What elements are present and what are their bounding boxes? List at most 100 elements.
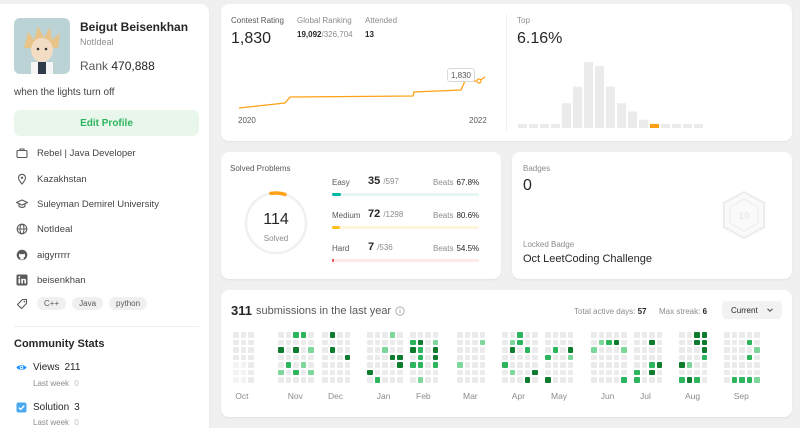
heatmap-cell[interactable] [329, 377, 335, 383]
heatmap-cell[interactable] [621, 332, 627, 338]
heatmap-cell[interactable] [374, 354, 380, 360]
heatmap-cell[interactable] [479, 362, 485, 368]
heatmap-cell[interactable] [374, 332, 380, 338]
heatmap-cell[interactable] [686, 339, 692, 345]
heatmap-cell[interactable] [649, 369, 655, 375]
heatmap-cell[interactable] [524, 377, 530, 383]
heatmap-cell[interactable] [300, 332, 306, 338]
heatmap-cell[interactable] [739, 354, 745, 360]
heatmap-cell[interactable] [417, 362, 423, 368]
year-select[interactable]: Current [722, 301, 782, 319]
heatmap-cell[interactable] [432, 339, 438, 345]
heatmap-cell[interactable] [701, 332, 707, 338]
top-bar[interactable] [518, 123, 527, 128]
heatmap-cell[interactable] [634, 354, 640, 360]
heatmap-cell[interactable] [337, 369, 343, 375]
heatmap-cell[interactable] [417, 347, 423, 353]
heatmap-cell[interactable] [634, 377, 640, 383]
heatmap-cell[interactable] [701, 347, 707, 353]
heatmap-cell[interactable] [464, 362, 470, 368]
heatmap-cell[interactable] [457, 362, 463, 368]
heatmap-cell[interactable] [598, 332, 604, 338]
heatmap-cell[interactable] [731, 377, 737, 383]
heatmap-cell[interactable] [233, 377, 239, 383]
heatmap-cell[interactable] [248, 369, 254, 375]
heatmap-cell[interactable] [532, 377, 538, 383]
heatmap-cell[interactable] [322, 354, 328, 360]
heatmap-cell[interactable] [464, 339, 470, 345]
heatmap-cell[interactable] [329, 354, 335, 360]
heatmap-cell[interactable] [472, 354, 478, 360]
top-bar[interactable] [694, 123, 703, 128]
info-linkedin[interactable]: beisenkhan [16, 274, 86, 286]
heatmap-cell[interactable] [240, 347, 246, 353]
heatmap-cell[interactable] [329, 362, 335, 368]
heatmap-cell[interactable] [552, 362, 558, 368]
heatmap-cell[interactable] [656, 347, 662, 353]
heatmap-cell[interactable] [308, 362, 314, 368]
heatmap-cell[interactable] [329, 347, 335, 353]
heatmap-cell[interactable] [248, 332, 254, 338]
heatmap-cell[interactable] [746, 362, 752, 368]
heatmap-cell[interactable] [285, 332, 291, 338]
heatmap-cell[interactable] [285, 354, 291, 360]
heatmap-cell[interactable] [502, 362, 508, 368]
heatmap-cell[interactable] [432, 354, 438, 360]
heatmap-cell[interactable] [374, 362, 380, 368]
heatmap-cell[interactable] [679, 332, 685, 338]
heatmap-cell[interactable] [552, 347, 558, 353]
heatmap-cell[interactable] [472, 339, 478, 345]
heatmap-cell[interactable] [724, 354, 730, 360]
heatmap-cell[interactable] [410, 369, 416, 375]
heatmap-cell[interactable] [337, 377, 343, 383]
heatmap-cell[interactable] [739, 362, 745, 368]
heatmap-cell[interactable] [739, 332, 745, 338]
heatmap-cell[interactable] [479, 347, 485, 353]
top-bar[interactable] [606, 86, 615, 128]
heatmap-cell[interactable] [621, 339, 627, 345]
heatmap-cell[interactable] [389, 377, 395, 383]
heatmap-cell[interactable] [502, 354, 508, 360]
heatmap-cell[interactable] [560, 332, 566, 338]
heatmap-cell[interactable] [567, 377, 573, 383]
heatmap-cell[interactable] [233, 362, 239, 368]
heatmap-cell[interactable] [367, 339, 373, 345]
heatmap-cell[interactable] [397, 354, 403, 360]
heatmap-cell[interactable] [293, 377, 299, 383]
heatmap-cell[interactable] [754, 362, 760, 368]
heatmap-cell[interactable] [479, 332, 485, 338]
heatmap-cell[interactable] [701, 362, 707, 368]
heatmap-cell[interactable] [397, 362, 403, 368]
top-bar[interactable] [551, 123, 560, 128]
heatmap-cell[interactable] [731, 354, 737, 360]
heatmap-cell[interactable] [621, 354, 627, 360]
heatmap-cell[interactable] [300, 339, 306, 345]
heatmap-cell[interactable] [233, 347, 239, 353]
heatmap-cell[interactable] [731, 347, 737, 353]
heatmap-cell[interactable] [517, 332, 523, 338]
heatmap-cell[interactable] [308, 377, 314, 383]
heatmap-cell[interactable] [322, 362, 328, 368]
heatmap-cell[interactable] [479, 369, 485, 375]
heatmap-cell[interactable] [337, 354, 343, 360]
heatmap-cell[interactable] [621, 369, 627, 375]
heatmap-cell[interactable] [322, 377, 328, 383]
heatmap-cell[interactable] [634, 339, 640, 345]
rating-point[interactable] [476, 78, 482, 84]
heatmap-cell[interactable] [337, 339, 343, 345]
heatmap-cell[interactable] [686, 362, 692, 368]
heatmap-cell[interactable] [410, 339, 416, 345]
heatmap-cell[interactable] [517, 354, 523, 360]
top-bar[interactable] [562, 103, 571, 128]
info-github[interactable]: aigyrrrrr [16, 249, 70, 261]
heatmap-cell[interactable] [701, 354, 707, 360]
heatmap-cell[interactable] [337, 347, 343, 353]
heatmap-cell[interactable] [641, 377, 647, 383]
heatmap-cell[interactable] [591, 347, 597, 353]
heatmap-cell[interactable] [552, 377, 558, 383]
heatmap-cell[interactable] [739, 377, 745, 383]
heatmap-cell[interactable] [472, 362, 478, 368]
heatmap-cell[interactable] [308, 347, 314, 353]
heatmap-cell[interactable] [694, 354, 700, 360]
heatmap-cell[interactable] [382, 354, 388, 360]
